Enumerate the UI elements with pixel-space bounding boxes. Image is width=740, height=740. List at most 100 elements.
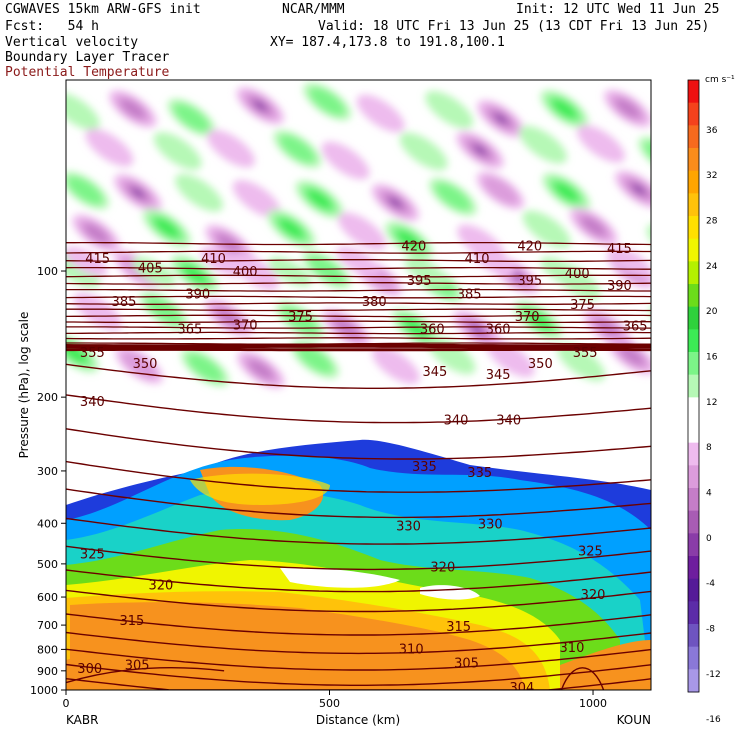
colorbar-swatch [688,669,699,693]
theta-label: 335 [412,460,437,475]
theta-label: 310 [560,641,585,656]
colorbar-swatch [688,306,699,330]
colorbar-swatch [688,102,699,126]
theta-label: 305 [454,657,479,672]
theta-contour-line [66,648,651,671]
theta-label: 415 [607,242,632,257]
theta-contour-line [66,281,651,285]
colorbar-swatch [688,510,699,534]
y-tick-label: 900 [37,665,58,678]
theta-contour-line [66,302,651,305]
colorbar-label: 32 [706,171,717,181]
theta-label: 300 [77,662,102,677]
theta-label: 340 [80,395,105,410]
colorbar-swatch [688,578,699,602]
theta-label: 375 [570,298,595,313]
theta-label: 400 [233,265,258,280]
theta-label: 370 [233,318,258,333]
theta-label: 415 [85,252,110,267]
colorbar-swatch [688,397,699,421]
colorbar-swatch [688,420,699,444]
theta-label: 305 [125,659,150,674]
field-vertical-velocity: Vertical velocity [5,35,139,50]
colorbar-label: 20 [706,307,718,317]
theta-contour-line [66,663,651,686]
theta-contour-line [66,241,651,246]
colorbar-swatch [688,374,699,398]
theta-label: 355 [80,346,105,361]
theta-label: 315 [119,614,144,629]
colorbar-swatch [688,284,699,308]
colorbar-swatch [688,329,699,353]
colorbar-swatch [688,80,699,104]
theta-label: 420 [401,240,426,255]
colorbar-swatch [688,624,699,648]
plot-frame [65,79,652,691]
theta-contour-line [66,363,651,389]
x-axis: 0 500 1000 [63,690,607,710]
theta-contour-line [66,250,651,254]
theta-contour-line [66,545,651,571]
theta-label: 395 [517,274,542,289]
colorbar-swatch [688,465,699,489]
theta-label: 390 [607,279,632,294]
shaded-field [66,80,651,690]
y-tick-label: 400 [37,517,58,530]
y-tick-label: 100 [37,265,58,278]
theta-contour-line [66,394,651,424]
colorbar-label: -12 [706,670,721,680]
theta-contour-line [66,589,651,613]
colorbar-swatch [688,125,699,149]
org-label: NCAR/MMM [282,2,345,17]
colorbar-label: 24 [706,262,718,272]
theta-label: 345 [423,365,448,380]
theta-contour-line [66,320,651,324]
theta-label: 340 [444,413,469,428]
theta-contour-line [66,308,651,312]
y-axis-label: Pressure (hPa), log scale [17,312,31,459]
theta-contours [66,241,651,690]
colorbar-swatch [688,148,699,172]
colorbar-label: 0 [706,534,712,544]
theta-contour-line [560,667,605,690]
x-tick-label: 1000 [579,697,607,710]
forecast-hour: Fcst: 54 h [5,19,99,34]
theta-label: 410 [201,252,226,267]
colorbar-swatch [688,646,699,670]
y-axis: 100 200 300 400 500 600 700 800 900 1000 [30,265,66,697]
theta-label: 365 [623,320,648,335]
colorbar-swatch [688,170,699,194]
colorbar-swatch [688,216,699,240]
theta-label: 325 [578,545,603,560]
field-potential-temperature: Potential Temperature [5,65,170,80]
colorbar-label: 28 [706,217,718,227]
theta-contour-line [66,266,651,270]
theta-label: 340 [496,413,521,428]
theta-label: 345 [486,368,511,383]
theta-label: 395 [407,274,432,289]
theta-labels: 415 410 420 410 415 420 405 400 395 395 400 390 385 3… [77,240,648,696]
theta-label: 365 [177,322,202,337]
x-axis-label: Distance (km) [316,713,400,727]
y-tick-label: 800 [37,643,58,656]
colorbar-label: -4 [706,579,715,589]
end-station-label: KOUN [617,713,651,727]
theta-contour-line [66,337,651,340]
theta-contour-line [66,342,651,345]
theta-contour-line [66,259,651,263]
theta-label: 350 [133,357,158,372]
theta-label: 400 [565,267,590,282]
theta-contour-line [66,517,651,545]
theta-label: 330 [396,520,421,535]
start-station-label: KABR [66,713,98,727]
colorbar-label: 12 [706,398,717,408]
init-time: Init: 12 UTC Wed 11 Jun 25 [516,2,720,17]
theta-label: 310 [399,642,424,657]
theta-label: 375 [288,310,313,325]
theta-label: 410 [465,252,490,267]
theta-label: 304 [509,681,534,696]
theta-contour-line [66,460,651,493]
theta-label: 320 [430,560,455,575]
colorbar-swatch [688,442,699,466]
